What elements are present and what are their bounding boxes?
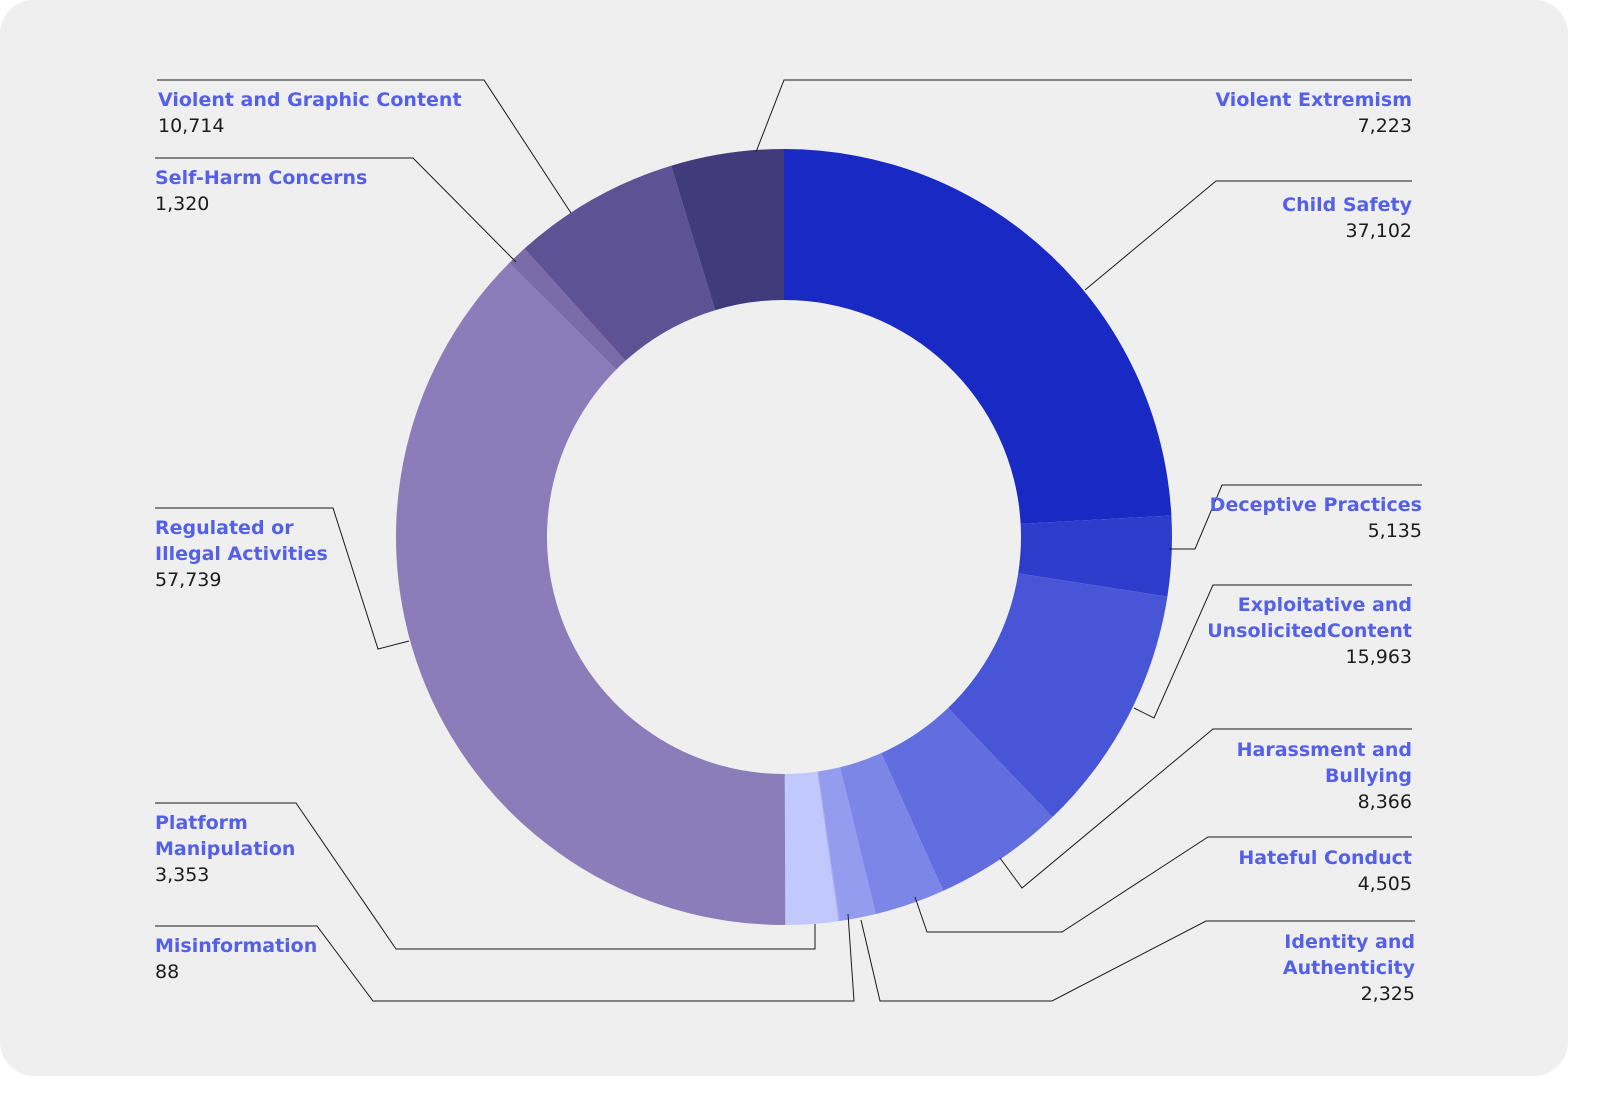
slice-value: 1,320: [155, 193, 210, 215]
leader-line-identity-authenticity: [860, 919, 1415, 1002]
slice-name: Identity and Authenticity: [1282, 931, 1415, 979]
slice-regulated-or-illegal-activities: [396, 262, 786, 926]
slice-violent-and-graphic-content: [524, 165, 716, 361]
label-platform-manipulation: Platform Manipulation 3,353: [155, 810, 295, 888]
leader-line-deceptive-practices: [1169, 484, 1422, 550]
slice-name: Harassment and Bullying: [1236, 739, 1412, 787]
label-self-harm-concerns: Self-Harm Concerns 1,320: [155, 165, 367, 217]
slice-name: Hateful Conduct: [1238, 847, 1412, 869]
label-harassment-bullying: Harassment and Bullying 8,366: [1237, 737, 1412, 815]
label-identity-authenticity: Identity and Authenticity 2,325: [1283, 929, 1415, 1007]
slice-self-harm-concerns: [509, 248, 626, 370]
slice-value: 3,353: [155, 864, 210, 886]
slice-name: Self-Harm Concerns: [155, 167, 368, 189]
slice-value: 57,739: [155, 569, 222, 591]
slice-value: 15,963: [1345, 646, 1412, 668]
slice-value: 5,135: [1367, 520, 1422, 542]
callout-leader-lines: [155, 79, 1422, 1002]
slice-value: 10,714: [158, 115, 225, 137]
label-deceptive-practices: Deceptive Practices 5,135: [1210, 492, 1422, 544]
leader-line-misinformation: [155, 913, 855, 1002]
slice-platform-manipulation: [784, 771, 839, 925]
donut-slices: [396, 149, 1172, 926]
slice-violent-extremism: [671, 149, 784, 311]
leader-line-regulated-illegal-activities: [155, 507, 410, 650]
label-violent-graphic-content: Violent and Graphic Content 10,714: [158, 87, 462, 139]
slice-harassment-and-bullying: [881, 708, 1053, 891]
slice-name: Violent and Graphic Content: [158, 89, 462, 111]
slice-value: 2,325: [1360, 983, 1415, 1005]
leader-line-violent-graphic-content: [157, 79, 572, 214]
slice-name: Misinformation: [155, 935, 318, 957]
slice-value: 88: [155, 961, 180, 983]
label-child-safety: Child Safety 37,102: [1282, 192, 1412, 244]
slice-value: 7,223: [1357, 115, 1412, 137]
leader-line-self-harm-concerns: [155, 157, 517, 263]
slice-value: 37,102: [1345, 220, 1412, 242]
slice-exploitative-and-unsolicitedcontent: [948, 573, 1168, 818]
leader-line-harassment-bullying: [999, 728, 1412, 889]
label-regulated-illegal-activities: Regulated or Illegal Activities 57,739: [155, 515, 328, 593]
slice-child-safety: [784, 149, 1172, 524]
slice-hateful-conduct: [840, 753, 944, 914]
leader-line-platform-manipulation: [155, 802, 816, 950]
slice-name: Violent Extremism: [1215, 89, 1412, 111]
label-exploitative-unsolicited-content: Exploitative and UnsolicitedContent 15,9…: [1207, 592, 1412, 670]
slice-identity-and-authenticity: [817, 767, 876, 921]
leader-line-hateful-conduct: [914, 836, 1412, 933]
slice-value: 4,505: [1357, 873, 1412, 895]
slice-name: Regulated or Illegal Activities: [155, 517, 328, 565]
slice-value: 8,366: [1357, 791, 1412, 813]
label-violent-extremism: Violent Extremism 7,223: [1215, 87, 1412, 139]
slice-name: Child Safety: [1282, 194, 1412, 216]
leader-line-exploitative-unsolicited-content: [1133, 584, 1412, 719]
label-misinformation: Misinformation 88: [155, 933, 317, 985]
slice-misinformation: [817, 771, 840, 922]
slice-name: Deceptive Practices: [1209, 494, 1422, 516]
label-hateful-conduct: Hateful Conduct 4,505: [1238, 845, 1412, 897]
slice-deceptive-practices: [1018, 515, 1172, 597]
slice-name: Platform Manipulation: [155, 812, 296, 860]
slice-name: Exploitative and UnsolicitedContent: [1207, 594, 1412, 642]
leader-line-child-safety: [1084, 180, 1412, 291]
leader-line-violent-extremism: [755, 79, 1412, 153]
